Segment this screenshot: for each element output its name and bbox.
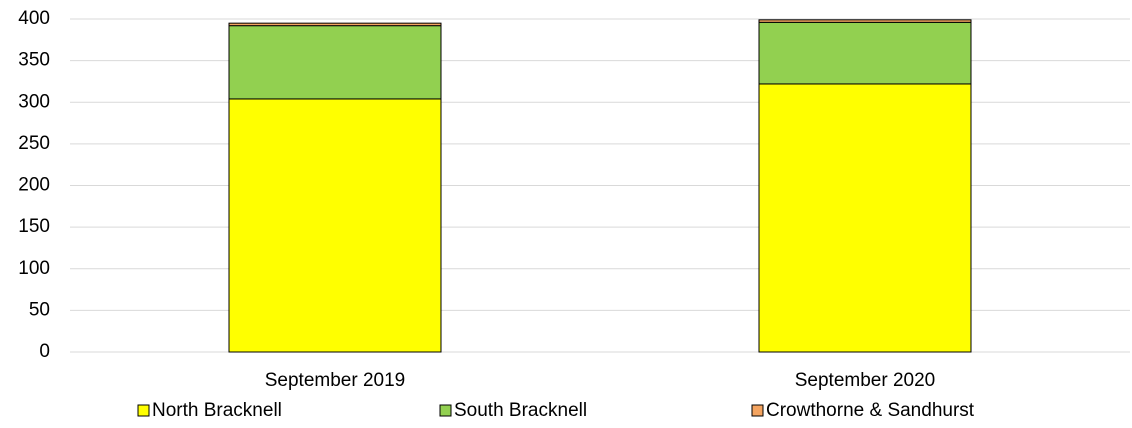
y-tick-label: 300: [18, 91, 50, 112]
bar-segment: [228, 22, 442, 27]
bar-segment: [758, 83, 972, 353]
x-tick-label: September 2020: [795, 370, 936, 391]
bar-segment: [758, 19, 972, 23]
legend-swatch: [751, 404, 764, 417]
y-tick-label: 400: [18, 8, 50, 29]
bar-segment: [228, 25, 442, 100]
y-tick-label: 100: [18, 258, 50, 279]
legend-swatch: [137, 404, 150, 417]
y-tick-label: 250: [18, 133, 50, 154]
y-tick-label: 200: [18, 175, 50, 196]
legend-label: Crowthorne & Sandhurst: [766, 400, 975, 421]
bar-segment: [228, 98, 442, 353]
legend-label: North Bracknell: [152, 400, 282, 421]
y-tick-label: 350: [18, 50, 50, 71]
legend-label: South Bracknell: [454, 400, 587, 421]
y-tick-label: 0: [39, 341, 50, 362]
legend-swatch: [439, 404, 452, 417]
y-tick-label: 150: [18, 216, 50, 237]
bar-segment: [758, 21, 972, 85]
y-tick-label: 50: [29, 299, 50, 320]
x-tick-label: September 2019: [265, 370, 406, 391]
